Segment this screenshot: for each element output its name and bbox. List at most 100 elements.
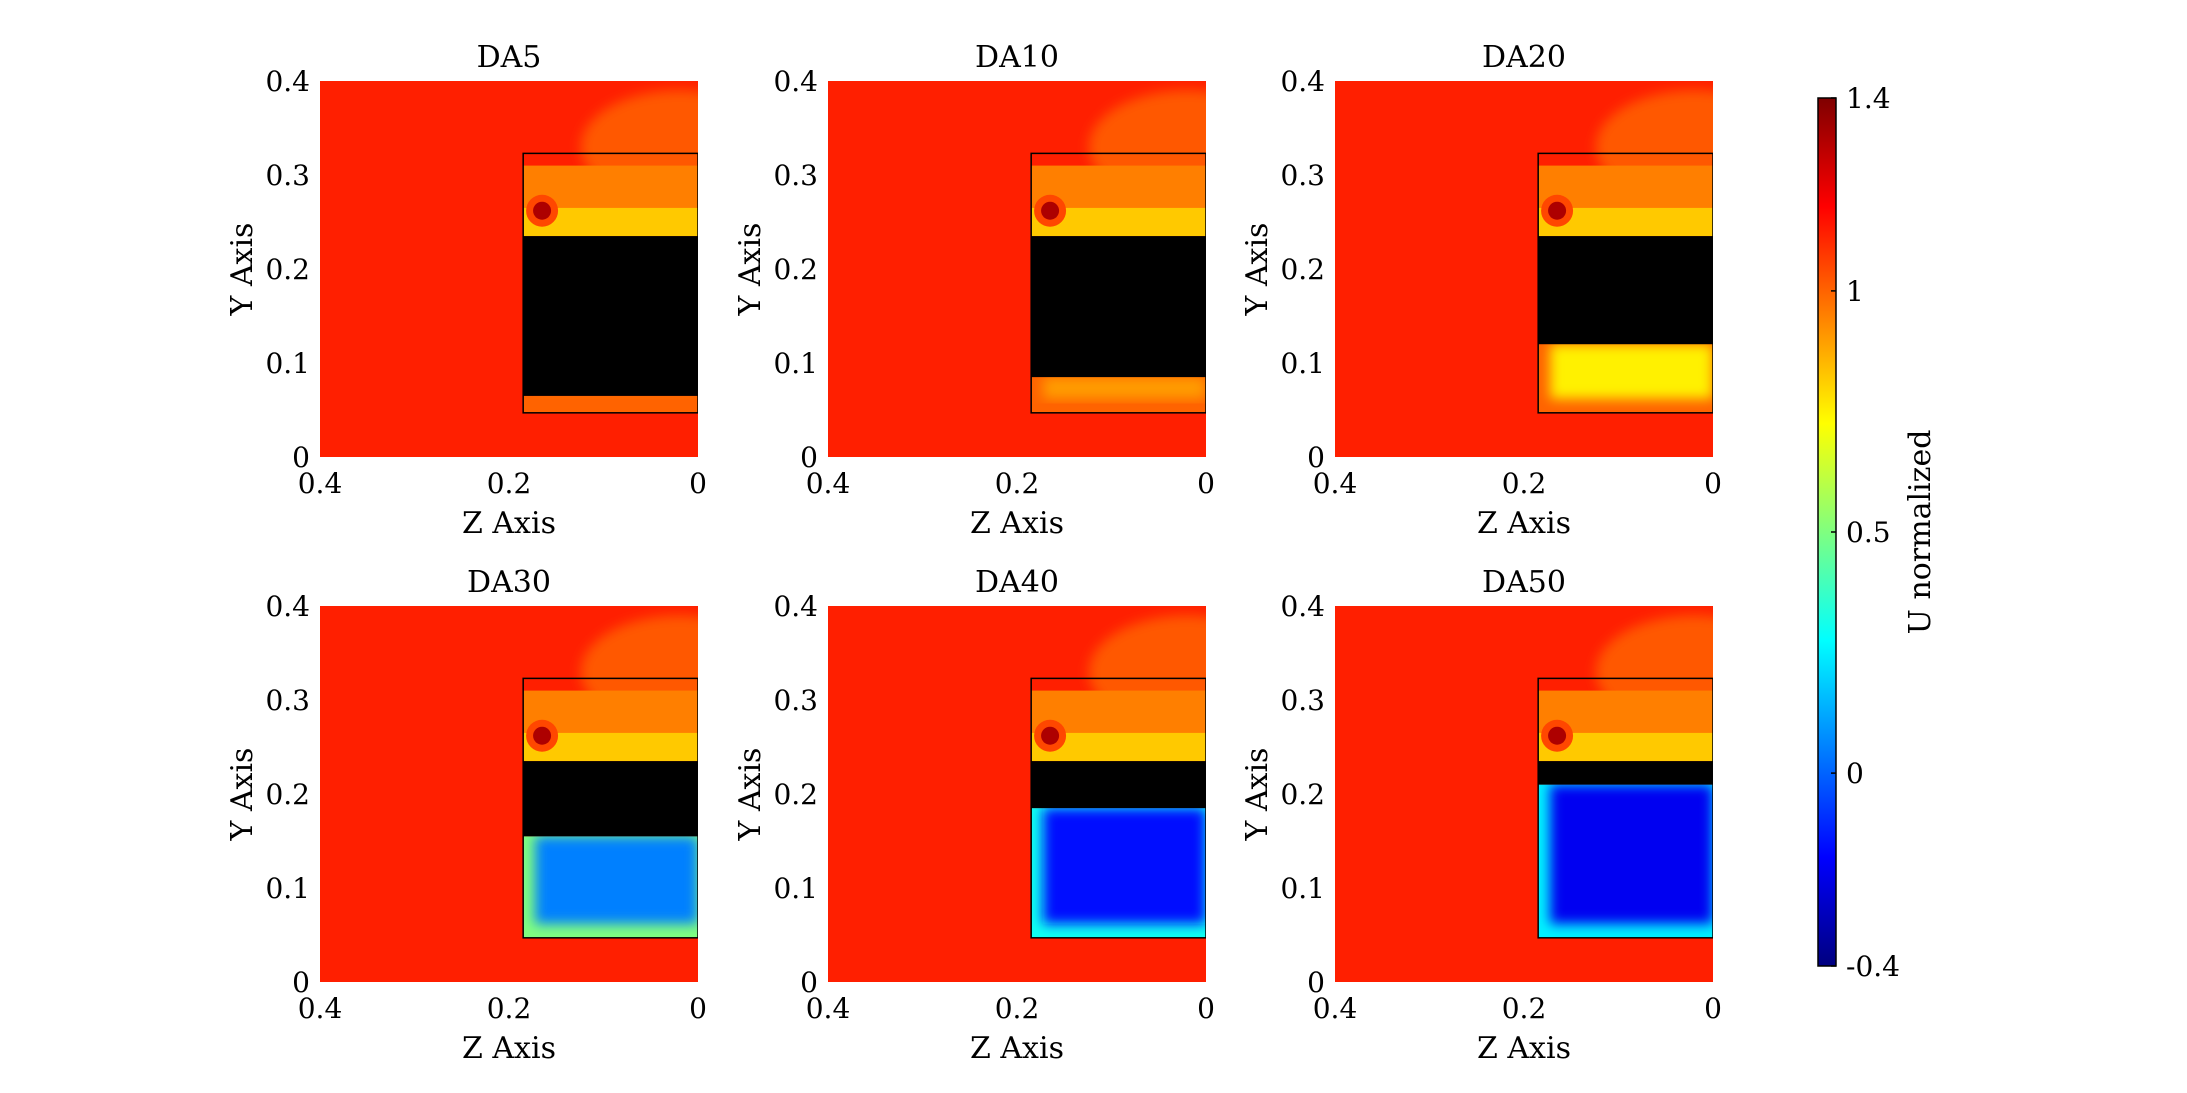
obstacle — [1538, 761, 1713, 785]
wake-core — [1550, 784, 1713, 924]
colorbar-tick-label: -0.4 — [1846, 950, 1900, 983]
tip-vortex-core — [533, 201, 552, 220]
tip-vortex-core — [533, 726, 552, 745]
tip-vortex-core — [1041, 201, 1060, 220]
y-tick-label: 0.1 — [265, 872, 310, 905]
y-tick-label: 0.4 — [1280, 590, 1325, 623]
subplot-5: DA40 0.4 0.2 0 0 0.1 0.2 0.3 0.4 Z Axis Y Axis — [733, 565, 1215, 1066]
measurement-window — [1030, 677, 1206, 939]
tip-vortex-core — [1548, 201, 1567, 220]
x-tick-label: 0.4 — [1313, 992, 1358, 1025]
y-axis-label: Y Axis — [1240, 223, 1275, 317]
wake-core — [1043, 377, 1206, 399]
obstacle — [1031, 236, 1206, 378]
x-axis-label: Z Axis — [970, 506, 1064, 541]
obstacle — [1031, 761, 1206, 809]
y-tick-label: 0.2 — [265, 253, 310, 286]
subplot-title: DA40 — [975, 565, 1059, 600]
y-tick-label: 0 — [292, 441, 310, 474]
x-axis-label: Z Axis — [462, 1031, 556, 1066]
subplot-title: DA5 — [477, 40, 542, 75]
y-tick-label: 0.2 — [773, 253, 818, 286]
y-tick-label: 0 — [292, 966, 310, 999]
x-tick-label: 0.4 — [806, 467, 851, 500]
tip-vortex-core — [1041, 726, 1060, 745]
tip-vortex-core — [1548, 726, 1567, 745]
subplot-1: DA5 0.4 0.2 0 0 0.1 0.2 0.3 0.4 Z Axis Y Axis — [225, 40, 707, 541]
x-axis-label: Z Axis — [462, 506, 556, 541]
measurement-window — [522, 677, 698, 939]
colorbar-tick-label: 1.4 — [1846, 82, 1891, 115]
x-axis-label: Z Axis — [970, 1031, 1064, 1066]
y-tick-label: 0.1 — [773, 872, 818, 905]
y-axis-label: Y Axis — [1240, 748, 1275, 842]
x-tick-label: 0 — [1704, 992, 1722, 1025]
colorbar-label: U normalized — [1903, 430, 1938, 635]
y-tick-label: 0.2 — [265, 778, 310, 811]
wake-core — [1550, 344, 1713, 399]
wake-core — [535, 395, 698, 399]
x-tick-label: 0.2 — [995, 467, 1040, 500]
x-tick-label: 0.2 — [995, 992, 1040, 1025]
y-tick-label: 0 — [800, 966, 818, 999]
y-tick-label: 0.4 — [265, 590, 310, 623]
y-tick-label: 0 — [800, 441, 818, 474]
subplot-title: DA30 — [467, 565, 551, 600]
x-tick-label: 0.2 — [1502, 467, 1547, 500]
x-axis-label: Z Axis — [1477, 506, 1571, 541]
x-tick-label: 0.4 — [298, 467, 343, 500]
y-tick-label: 0.2 — [1280, 778, 1325, 811]
y-tick-label: 0.2 — [1280, 253, 1325, 286]
x-tick-label: 0 — [689, 992, 707, 1025]
subplot-4: DA30 0.4 0.2 0 0 0.1 0.2 0.3 0.4 Z Axis Y Axis — [225, 565, 707, 1066]
colorbar-tick-label: 0 — [1846, 757, 1864, 790]
velocity-field — [320, 606, 698, 982]
subplot-2: DA10 0.4 0.2 0 0 0.1 0.2 0.3 0.4 Z Axis Y Axis — [733, 40, 1215, 541]
y-tick-label: 0.2 — [773, 778, 818, 811]
y-tick-label: 0.1 — [1280, 872, 1325, 905]
wake-core — [535, 836, 698, 924]
velocity-field — [1335, 606, 1713, 982]
obstacle — [1538, 236, 1713, 345]
y-tick-label: 0.3 — [1280, 684, 1325, 717]
y-tick-label: 0.1 — [265, 347, 310, 380]
obstacle — [523, 236, 698, 396]
velocity-field — [320, 81, 698, 457]
wake-core — [1043, 808, 1206, 924]
measurement-window — [1537, 677, 1713, 939]
y-axis-label: Y Axis — [225, 223, 260, 317]
x-tick-label: 0.2 — [487, 467, 532, 500]
subplot-6: DA50 0.4 0.2 0 0 0.1 0.2 0.3 0.4 Z Axis Y Axis — [1240, 565, 1722, 1066]
x-tick-label: 0 — [1197, 992, 1215, 1025]
colorbar: 1.4 1 0.5 0 -0.4 U normalized — [1817, 82, 1938, 983]
y-tick-label: 0.4 — [1280, 65, 1325, 98]
velocity-field — [828, 81, 1206, 457]
y-tick-label: 0.3 — [1280, 159, 1325, 192]
y-axis-label: Y Axis — [733, 748, 768, 842]
measurement-window — [1537, 152, 1713, 414]
x-tick-label: 0.4 — [806, 992, 851, 1025]
y-tick-label: 0.4 — [773, 65, 818, 98]
subplot-title: DA50 — [1482, 565, 1566, 600]
y-tick-label: 0 — [1307, 441, 1325, 474]
x-tick-label: 0.2 — [1502, 992, 1547, 1025]
colorbar-tick-label: 1 — [1846, 275, 1864, 308]
measurement-window — [522, 152, 698, 414]
y-axis-label: Y Axis — [225, 748, 260, 842]
y-tick-label: 0.3 — [773, 159, 818, 192]
y-tick-label: 0.1 — [1280, 347, 1325, 380]
x-tick-label: 0 — [1704, 467, 1722, 500]
obstacle — [523, 761, 698, 837]
subplot-title: DA20 — [1482, 40, 1566, 75]
y-tick-label: 0.1 — [773, 347, 818, 380]
wake-edge — [523, 395, 698, 413]
x-tick-label: 0.4 — [298, 992, 343, 1025]
x-tick-label: 0.4 — [1313, 467, 1358, 500]
velocity-field — [1335, 81, 1713, 457]
y-tick-label: 0.4 — [265, 65, 310, 98]
velocity-field — [828, 606, 1206, 982]
x-tick-label: 0 — [1197, 467, 1215, 500]
subplot-3: DA20 0.4 0.2 0 0 0.1 0.2 0.3 0.4 Z Axis Y Axis — [1240, 40, 1722, 541]
y-axis-label: Y Axis — [733, 223, 768, 317]
